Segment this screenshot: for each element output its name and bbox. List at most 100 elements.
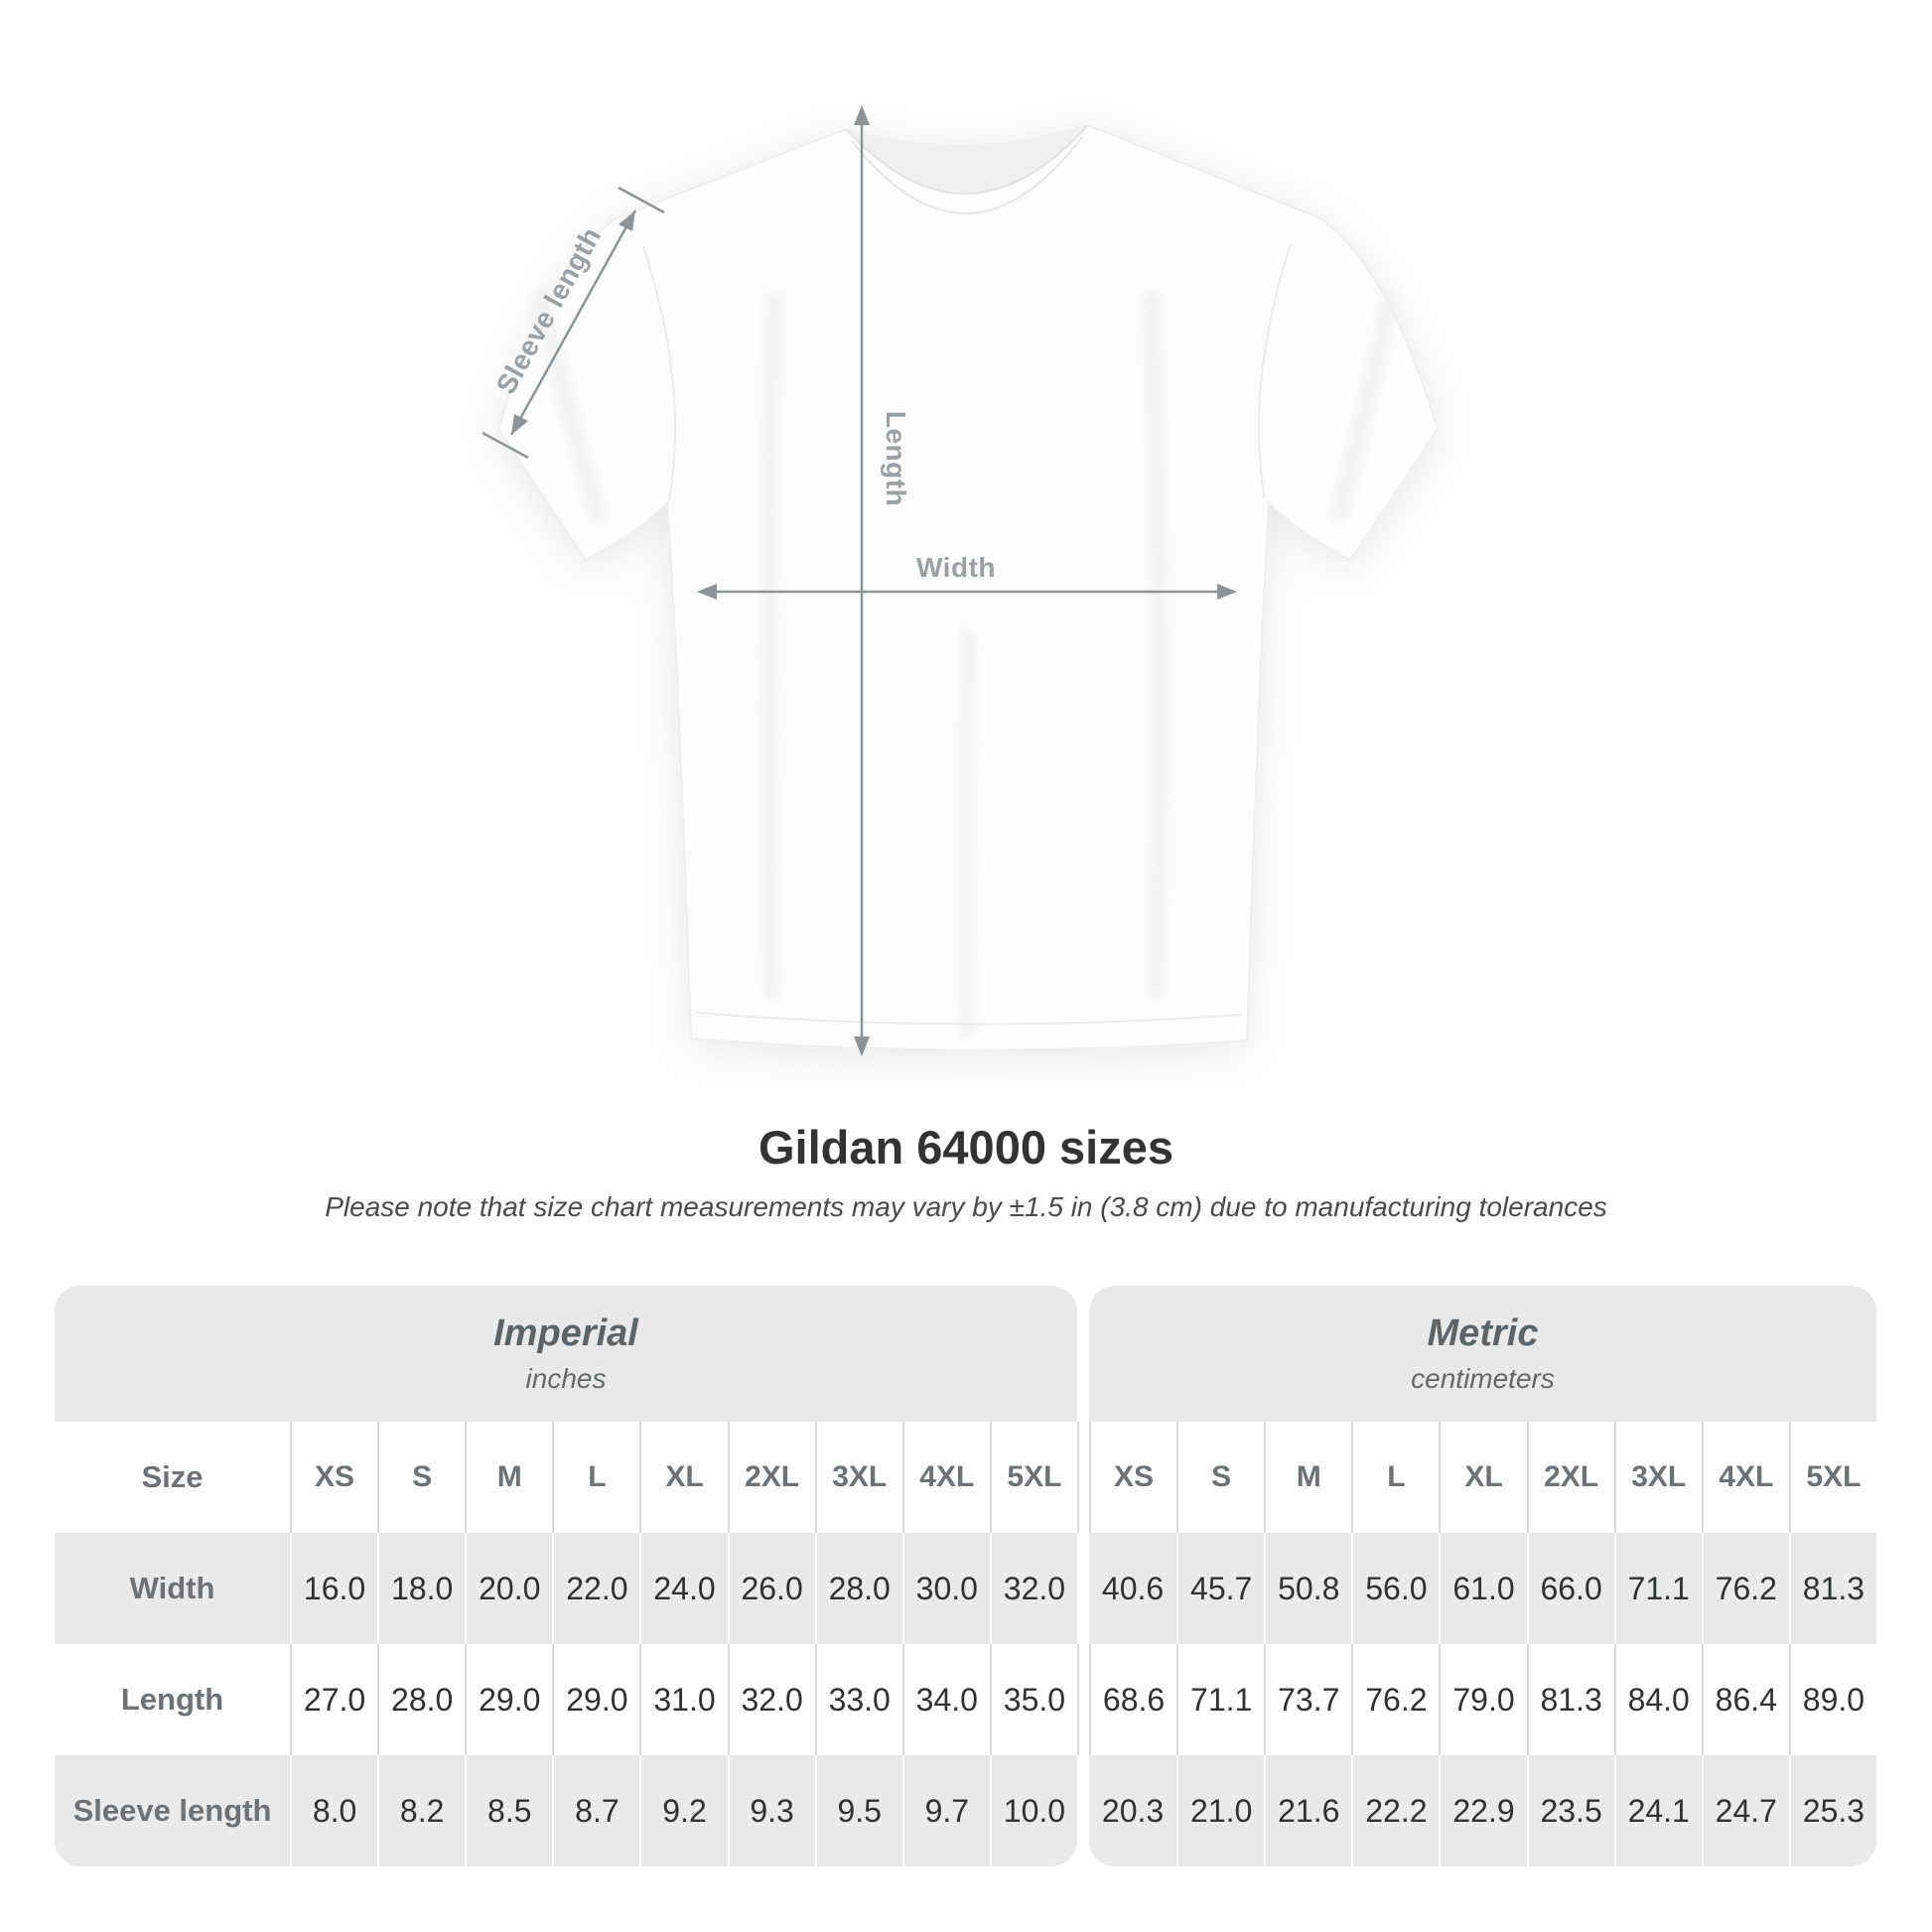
value-cell: 18.0 [377, 1533, 466, 1644]
value-cell: 76.2 [1701, 1533, 1789, 1644]
size-col-header: XS [1089, 1422, 1176, 1533]
value-cell: 76.2 [1351, 1644, 1439, 1755]
value-cell: 61.0 [1439, 1533, 1527, 1644]
value-cell: 40.6 [1089, 1533, 1177, 1644]
size-col-header: 3XL [1613, 1422, 1702, 1533]
section-divider [1077, 1422, 1089, 1533]
size-col-header: 4XL [901, 1422, 990, 1533]
metric-section-unit: centimeters [1411, 1363, 1555, 1394]
value-cell: 30.0 [901, 1533, 990, 1644]
width-label: Width [916, 552, 996, 583]
value-cell: 73.7 [1264, 1644, 1351, 1755]
row-header-label: Size [141, 1459, 204, 1494]
tshirt-measurement-diagram: Sleeve length Length Width [482, 105, 1440, 1056]
size-col-header: L [552, 1422, 639, 1533]
length-label: Length [881, 410, 911, 507]
sleeve-cap-top [618, 186, 665, 214]
value-cell: 31.0 [639, 1644, 727, 1755]
value-cell: 68.6 [1089, 1644, 1176, 1755]
value-cell: 22.9 [1439, 1755, 1527, 1866]
value-cell: 8.0 [290, 1755, 378, 1866]
value-cell: 21.6 [1264, 1755, 1352, 1866]
value-cell: 8.7 [552, 1755, 640, 1866]
dimension-lines [482, 121, 1225, 1042]
fabric-folds [534, 291, 1397, 1038]
size-col-header: M [465, 1422, 552, 1533]
value-cell: 8.2 [377, 1755, 466, 1866]
value-cell: 21.0 [1176, 1755, 1265, 1866]
section-divider [1077, 1644, 1089, 1755]
value-cell: 22.2 [1351, 1755, 1440, 1866]
value-cell: 24.0 [639, 1533, 728, 1644]
value-cell: 29.0 [552, 1644, 639, 1755]
value-cell: 24.7 [1701, 1755, 1789, 1866]
imperial-section-name: Imperial [493, 1312, 638, 1354]
value-cell: 20.3 [1089, 1755, 1177, 1866]
value-cell: 27.0 [290, 1644, 377, 1755]
size-col-header: 4XL [1701, 1422, 1789, 1533]
collar [845, 124, 1089, 214]
value-cell: 20.0 [465, 1533, 553, 1644]
size-col-header: XS [290, 1422, 377, 1533]
value-cell: 81.3 [1788, 1533, 1876, 1644]
value-cell: 86.4 [1701, 1644, 1789, 1755]
arrowheads [511, 105, 1237, 1056]
sleeve-line [509, 209, 637, 436]
size-col-header: S [1176, 1422, 1264, 1533]
value-cell: 84.0 [1613, 1644, 1702, 1755]
row-label: Width [55, 1533, 290, 1644]
size-table: Imperial inches Metric centimeters Size … [55, 1286, 1876, 1866]
value-cell: 28.0 [377, 1644, 465, 1755]
value-cell: 9.3 [727, 1755, 815, 1866]
size-col-header: 3XL [814, 1422, 902, 1533]
size-col-header: 2XL [1526, 1422, 1614, 1533]
size-col-header: L [1351, 1422, 1439, 1533]
size-col-header: 2XL [727, 1422, 815, 1533]
size-col-header: XL [1439, 1422, 1526, 1533]
value-cell: 9.5 [814, 1755, 902, 1866]
value-cell: 89.0 [1788, 1644, 1876, 1755]
sleeve-cap-bottom [482, 431, 529, 460]
value-cell: 71.1 [1176, 1644, 1264, 1755]
value-cell: 66.0 [1526, 1533, 1614, 1644]
value-cell: 81.3 [1526, 1644, 1614, 1755]
value-cell: 34.0 [901, 1644, 990, 1755]
size-col-header: 5XL [1788, 1422, 1876, 1533]
value-cell: 28.0 [814, 1533, 902, 1644]
value-cell: 35.0 [989, 1644, 1077, 1755]
value-cell: 24.1 [1613, 1755, 1702, 1866]
value-cell: 16.0 [290, 1533, 378, 1644]
imperial-section-header: Imperial inches [55, 1286, 1077, 1422]
value-cell: 25.3 [1788, 1755, 1876, 1866]
value-cell: 56.0 [1351, 1533, 1440, 1644]
size-col-header: 5XL [989, 1422, 1077, 1533]
section-divider [1077, 1755, 1089, 1866]
row-label: Sleeve length [55, 1755, 290, 1866]
value-cell: 10.0 [989, 1755, 1077, 1866]
metric-section-name: Metric [1427, 1312, 1539, 1354]
value-cell: 8.5 [465, 1755, 553, 1866]
imperial-section-unit: inches [525, 1363, 607, 1394]
size-col-header: XL [639, 1422, 727, 1533]
value-cell: 9.2 [639, 1755, 728, 1866]
tolerance-note: Please note that size chart measurements… [325, 1191, 1607, 1222]
value-cell: 50.8 [1264, 1533, 1352, 1644]
size-col-header: M [1264, 1422, 1351, 1533]
metric-section-header: Metric centimeters [1089, 1286, 1876, 1422]
seams [642, 243, 1292, 1026]
section-divider [1077, 1533, 1089, 1644]
tshirt-illustration [482, 105, 1440, 1056]
value-cell: 29.0 [465, 1644, 552, 1755]
value-cell: 26.0 [727, 1533, 815, 1644]
value-cell: 32.0 [727, 1644, 815, 1755]
section-divider [1077, 1286, 1089, 1422]
value-cell: 9.7 [901, 1755, 990, 1866]
value-cell: 23.5 [1526, 1755, 1614, 1866]
value-cell: 45.7 [1176, 1533, 1265, 1644]
size-col-header: S [377, 1422, 465, 1533]
row-label: Length [120, 1682, 224, 1717]
page-title: Gildan 64000 sizes [758, 1121, 1174, 1173]
value-cell: 22.0 [552, 1533, 640, 1644]
value-cell: 32.0 [989, 1533, 1077, 1644]
